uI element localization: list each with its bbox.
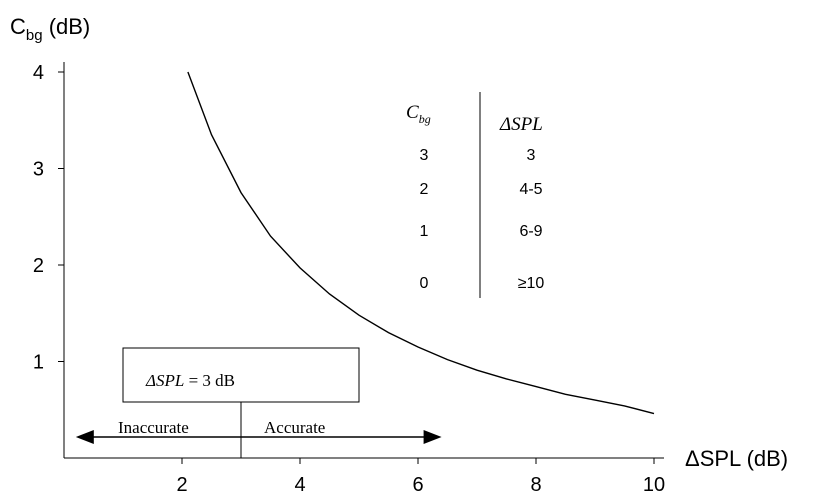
table-header-dspl: ΔSPL (499, 114, 543, 135)
table-cell-dspl: ≥10 (518, 275, 545, 292)
x-tick-label: 4 (294, 474, 305, 496)
table-cell-dspl: 3 (527, 147, 536, 164)
table-cell-dspl: 4-5 (519, 181, 542, 198)
inaccurate-label: Inaccurate (118, 418, 189, 437)
y-tick-label: 3 (33, 159, 44, 181)
y-axis-title: Cbg (dB) (10, 14, 90, 44)
arrow-left-head (75, 430, 94, 444)
threshold-box (122, 347, 360, 403)
arrow-right-head (423, 430, 442, 444)
x-tick-label: 6 (412, 474, 423, 496)
y-tick-label: 1 (33, 352, 44, 374)
table-cell-cbg: 0 (420, 275, 429, 292)
y-tick-label: 4 (33, 62, 44, 84)
table-cell-cbg: 1 (420, 223, 429, 240)
table-header-cbg: Cbg (406, 102, 431, 126)
accurate-label: Accurate (264, 418, 325, 437)
table-cell-cbg: 2 (420, 181, 429, 198)
x-axis-title: ΔSPL (dB) (685, 446, 788, 471)
x-tick-label: 2 (176, 474, 187, 496)
inset-table: Cbg ΔSPL 3 3 2 4-5 1 6-9 0 ≥10 (406, 92, 544, 298)
table-cell-cbg: 3 (420, 147, 429, 164)
threshold-box-label: ΔSPL = 3 dB (145, 371, 235, 390)
x-tick-label: 8 (530, 474, 541, 496)
series-curve (187, 71, 655, 415)
table-cell-dspl: 6-9 (519, 223, 542, 240)
x-tick-label: 10 (643, 474, 665, 496)
y-tick-label: 2 (33, 255, 44, 277)
